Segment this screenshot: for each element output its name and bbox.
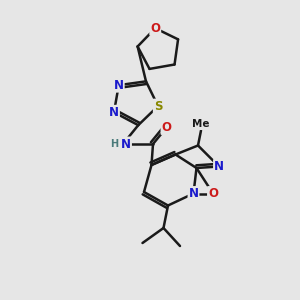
Text: H: H xyxy=(110,139,118,149)
Text: S: S xyxy=(154,100,162,112)
Text: O: O xyxy=(161,121,172,134)
Text: N: N xyxy=(121,137,131,151)
Text: N: N xyxy=(109,106,119,119)
Text: O: O xyxy=(208,187,218,200)
Text: N: N xyxy=(188,187,199,200)
Text: N: N xyxy=(214,160,224,173)
Text: Me: Me xyxy=(192,119,210,130)
Text: N: N xyxy=(114,79,124,92)
Text: O: O xyxy=(150,22,160,35)
